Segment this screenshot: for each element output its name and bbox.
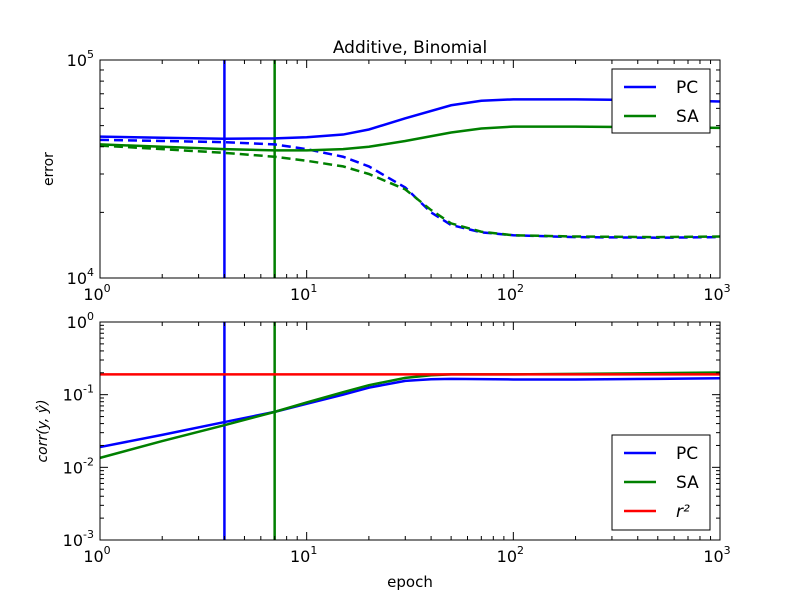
x-tick-label: 103 — [703, 544, 730, 566]
x-axis-label: epoch — [387, 573, 433, 591]
series-line — [99, 138, 721, 239]
x-tick-label: 102 — [497, 282, 524, 304]
y-axis-label: corr(y, ŷ) — [35, 399, 51, 462]
y-tick-label: 100 — [67, 310, 94, 332]
x-tick-label: 101 — [290, 544, 317, 566]
legend-label: PC — [676, 444, 698, 464]
axes-frame — [99, 59, 721, 279]
x-tick-label: 100 — [83, 544, 110, 566]
legend-label: SA — [676, 107, 699, 127]
x-tick-label: 100 — [83, 282, 110, 304]
legend-box — [611, 68, 711, 134]
y-tick-label: 105 — [67, 48, 94, 70]
axes-frame — [99, 321, 721, 541]
series-line — [99, 144, 721, 239]
error-panel: Additive, Binomial error 100 101 102 103104… — [41, 38, 731, 304]
plot-area — [99, 322, 721, 540]
legend-label: PC — [676, 78, 698, 98]
series-line — [99, 377, 721, 449]
legend: PC SA — [611, 68, 711, 134]
series-line — [99, 125, 721, 152]
y-axis-label: error — [41, 152, 57, 186]
legend: PC SA r² — [611, 434, 711, 531]
x-tick-label: 101 — [290, 282, 317, 304]
y-tick-label: 10-2 — [63, 455, 94, 477]
plot-area — [99, 60, 721, 278]
y-tick-label: 10-1 — [63, 383, 94, 405]
legend-label: r² — [676, 502, 690, 522]
legend-label: SA — [676, 473, 699, 493]
chart-title: Additive, Binomial — [333, 38, 487, 58]
x-tick-label: 103 — [703, 282, 730, 304]
x-tick-label: 102 — [497, 544, 524, 566]
correlation-panel: epoch corr(y, ŷ) 100 101 102 10310-310-210-… — [35, 310, 731, 591]
